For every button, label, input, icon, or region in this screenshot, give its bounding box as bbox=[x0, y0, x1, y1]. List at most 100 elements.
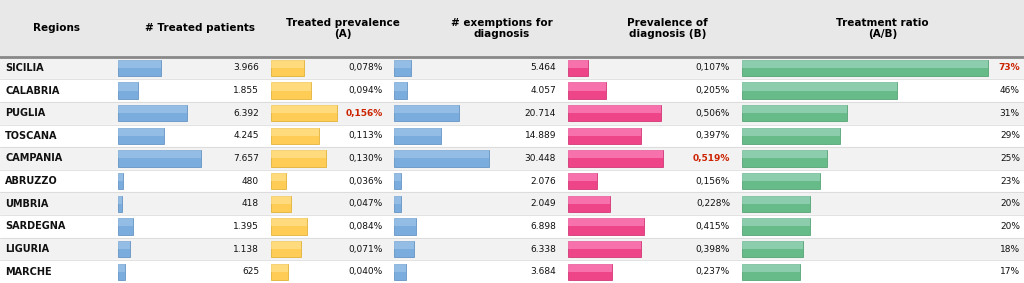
Bar bbox=[118, 173, 123, 181]
Bar bbox=[118, 196, 122, 212]
Bar bbox=[394, 196, 400, 212]
Text: 30.448: 30.448 bbox=[524, 154, 556, 163]
Text: 6.338: 6.338 bbox=[530, 245, 556, 254]
Bar bbox=[0, 79, 1024, 102]
Text: LIGURIA: LIGURIA bbox=[5, 244, 49, 254]
Text: 73%: 73% bbox=[998, 63, 1020, 72]
Bar bbox=[271, 82, 310, 91]
Text: 0,415%: 0,415% bbox=[696, 222, 730, 231]
Text: 29%: 29% bbox=[999, 131, 1020, 140]
Text: 0,519%: 0,519% bbox=[693, 154, 730, 163]
Bar bbox=[568, 218, 644, 226]
Text: 6.898: 6.898 bbox=[530, 222, 556, 231]
Text: 20.714: 20.714 bbox=[524, 109, 556, 118]
Bar bbox=[742, 241, 803, 257]
Bar bbox=[271, 263, 288, 272]
Bar bbox=[271, 105, 337, 113]
Bar bbox=[271, 173, 287, 189]
Bar bbox=[271, 60, 304, 68]
Text: 0,205%: 0,205% bbox=[696, 86, 730, 95]
Text: 418: 418 bbox=[242, 199, 259, 208]
Text: 23%: 23% bbox=[999, 177, 1020, 186]
Text: 2.049: 2.049 bbox=[530, 199, 556, 208]
Bar bbox=[271, 263, 288, 280]
Bar bbox=[271, 218, 306, 235]
Bar bbox=[394, 150, 489, 167]
Bar bbox=[568, 196, 610, 212]
Bar bbox=[568, 128, 641, 144]
Bar bbox=[568, 241, 641, 249]
Bar bbox=[742, 263, 800, 280]
Bar bbox=[742, 218, 810, 235]
Text: 1.855: 1.855 bbox=[233, 86, 259, 95]
Bar bbox=[118, 241, 130, 249]
Bar bbox=[394, 150, 489, 158]
Bar bbox=[271, 128, 318, 144]
Bar bbox=[394, 218, 416, 226]
Bar bbox=[742, 60, 988, 76]
Text: 480: 480 bbox=[242, 177, 259, 186]
Bar bbox=[118, 105, 187, 113]
Text: UMBRIA: UMBRIA bbox=[5, 199, 48, 209]
Bar bbox=[0, 170, 1024, 192]
Text: 0,130%: 0,130% bbox=[348, 154, 383, 163]
Bar bbox=[271, 218, 306, 226]
Text: 4.245: 4.245 bbox=[233, 131, 259, 140]
Bar bbox=[0, 192, 1024, 215]
Bar bbox=[742, 218, 810, 226]
Bar bbox=[394, 82, 407, 91]
Text: # exemptions for
diagnosis: # exemptions for diagnosis bbox=[451, 18, 553, 39]
Bar bbox=[0, 260, 1024, 283]
Bar bbox=[742, 150, 826, 167]
Bar bbox=[118, 60, 161, 76]
Bar bbox=[568, 263, 611, 280]
Bar bbox=[742, 173, 820, 181]
Text: 0,506%: 0,506% bbox=[695, 109, 730, 118]
Bar bbox=[394, 173, 400, 189]
Bar bbox=[568, 241, 641, 257]
Text: TOSCANA: TOSCANA bbox=[5, 131, 57, 141]
Bar bbox=[568, 105, 660, 113]
Bar bbox=[568, 173, 597, 181]
Text: 3.684: 3.684 bbox=[530, 267, 556, 276]
Bar bbox=[271, 241, 301, 257]
Bar bbox=[394, 218, 416, 235]
Bar bbox=[394, 128, 440, 144]
Text: MARCHE: MARCHE bbox=[5, 267, 52, 277]
Bar bbox=[742, 150, 826, 158]
Bar bbox=[394, 128, 440, 136]
Text: 2.076: 2.076 bbox=[530, 177, 556, 186]
Bar bbox=[394, 241, 414, 257]
Bar bbox=[742, 60, 988, 68]
Bar bbox=[394, 263, 406, 280]
Bar bbox=[271, 241, 301, 249]
Bar bbox=[271, 173, 287, 181]
Bar bbox=[118, 263, 125, 280]
Text: 5.464: 5.464 bbox=[530, 63, 556, 72]
Bar bbox=[271, 196, 291, 204]
Text: 25%: 25% bbox=[999, 154, 1020, 163]
Bar bbox=[742, 128, 840, 136]
Bar bbox=[568, 173, 597, 189]
Bar bbox=[118, 173, 123, 189]
Bar bbox=[118, 150, 201, 158]
Bar bbox=[118, 263, 125, 272]
Bar bbox=[394, 173, 400, 181]
Bar bbox=[0, 147, 1024, 170]
Text: ABRUZZO: ABRUZZO bbox=[5, 176, 58, 186]
Bar bbox=[0, 102, 1024, 125]
Bar bbox=[394, 60, 412, 76]
Bar bbox=[271, 150, 326, 158]
Bar bbox=[742, 173, 820, 189]
Bar bbox=[118, 196, 122, 204]
Bar bbox=[118, 128, 164, 144]
Text: CAMPANIA: CAMPANIA bbox=[5, 153, 62, 164]
Text: Prevalence of
diagnosis (B): Prevalence of diagnosis (B) bbox=[628, 18, 708, 39]
Bar bbox=[394, 105, 459, 113]
Bar bbox=[568, 60, 588, 68]
Text: 1.138: 1.138 bbox=[233, 245, 259, 254]
Text: 20%: 20% bbox=[999, 199, 1020, 208]
Bar bbox=[118, 105, 187, 121]
Bar bbox=[568, 150, 664, 167]
Text: 0,071%: 0,071% bbox=[348, 245, 383, 254]
